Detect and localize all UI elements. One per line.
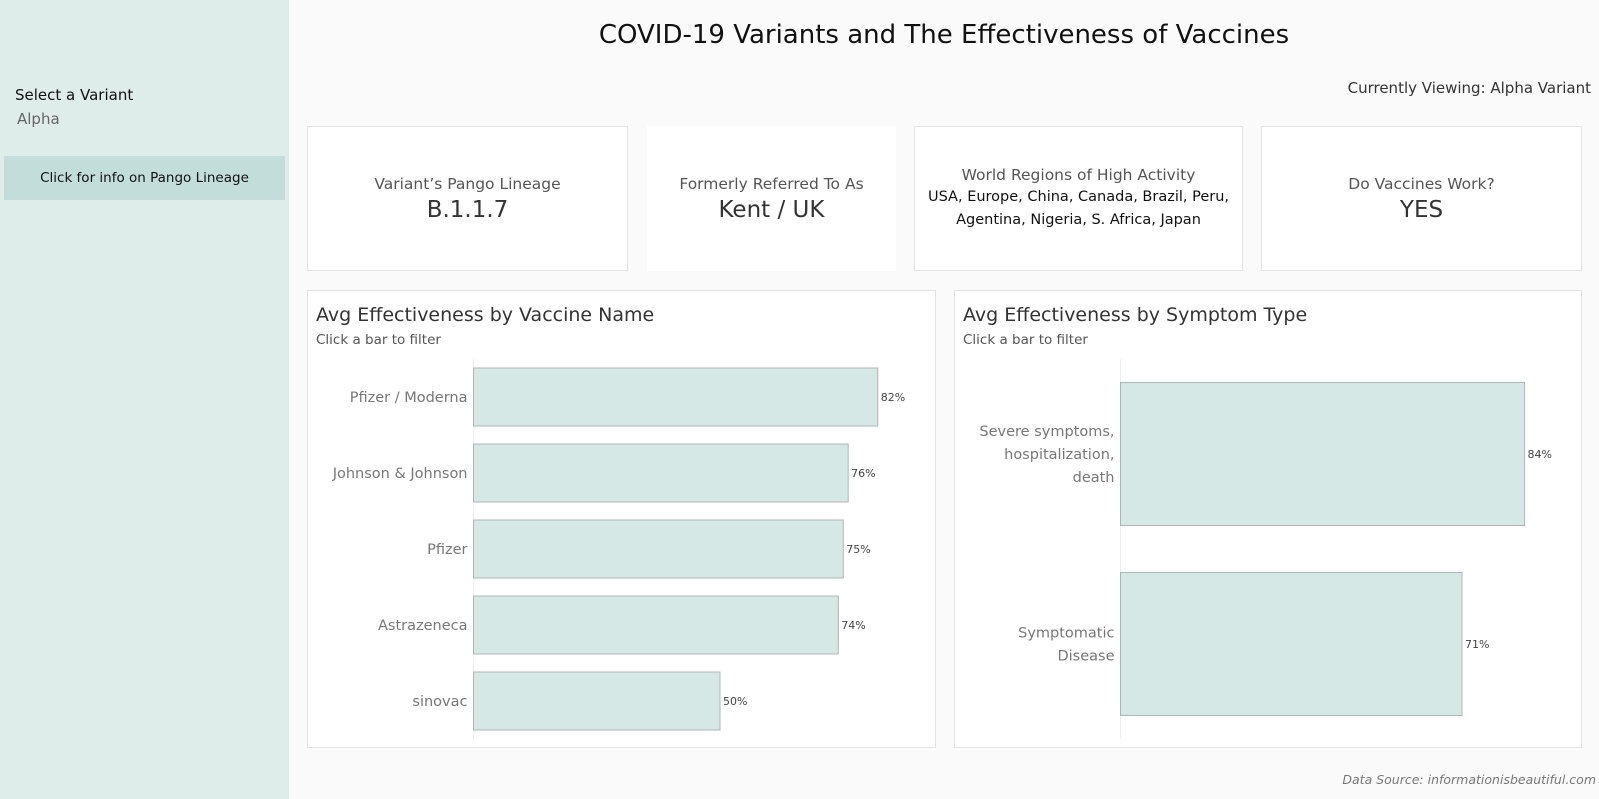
- category-label: Pfizer / Moderna: [350, 390, 468, 406]
- category-label: sinovac: [412, 694, 467, 710]
- kpi-regions-line: Agentina, Nigeria, S. Africa, Japan: [956, 211, 1201, 228]
- variant-filter-select[interactable]: Alpha: [17, 110, 60, 128]
- bar[interactable]: [1120, 382, 1526, 526]
- symptom-chart-panel: Avg Effectiveness by Symptom Type Click …: [954, 290, 1582, 748]
- value-label: 50%: [723, 695, 747, 708]
- chart-subtitle: Click a bar to filter: [963, 332, 1088, 348]
- kpi-label: World Regions of High Activity: [961, 165, 1196, 184]
- vaccine-chart-panel: Avg Effectiveness by Vaccine Name Click …: [307, 290, 936, 748]
- category-label: death: [1073, 470, 1115, 486]
- kpi-label: Do Vaccines Work?: [1348, 174, 1495, 193]
- kpi-value: YES: [1399, 196, 1444, 223]
- category-label: Symptomatic: [1018, 626, 1114, 642]
- variant-filter-label: Select a Variant: [15, 86, 134, 104]
- category-label: hospitalization,: [1004, 447, 1114, 463]
- chart-title: Avg Effectiveness by Vaccine Name: [316, 304, 655, 326]
- value-label: 76%: [851, 467, 875, 480]
- value-label: 75%: [846, 543, 870, 556]
- kpi-card-world-regions: World Regions of High Activity USA, Euro…: [914, 126, 1243, 271]
- currently-viewing-label: Currently Viewing: Alpha Variant: [1347, 79, 1591, 97]
- bar[interactable]: [1120, 572, 1463, 716]
- bar[interactable]: [473, 443, 849, 503]
- chart-subtitle: Click a bar to filter: [316, 332, 441, 348]
- value-label: 71%: [1465, 638, 1489, 651]
- bar[interactable]: [473, 519, 844, 579]
- kpi-card-vaccines-work: Do Vaccines Work? YES: [1261, 126, 1582, 271]
- kpi-label: Formerly Referred To As: [679, 174, 864, 193]
- bar[interactable]: [473, 671, 721, 731]
- symptom-bar-chart: 84% Severe symptoms, hospitalization, death…: [979, 359, 1552, 739]
- bar[interactable]: [473, 367, 879, 427]
- kpi-regions-line: USA, Europe, China, Canada, Brazil, Peru…: [927, 188, 1230, 205]
- vaccine-bar-chart: 82% Pfizer / Moderna 76% Johnson & Johnson 7…: [332, 359, 905, 739]
- page-title: COVID-19 Variants and The Effectiveness …: [598, 20, 1290, 50]
- sidebar: Select a Variant Alpha Click for info on…: [0, 0, 289, 799]
- kpi-card-pango-lineage: Variant’s Pango Lineage B.1.1.7: [307, 126, 628, 271]
- pango-lineage-info-button[interactable]: Click for info on Pango Lineage: [4, 156, 285, 200]
- kpi-value: Kent / UK: [718, 196, 825, 223]
- category-label: Disease: [1057, 649, 1114, 665]
- kpi-label: Variant’s Pango Lineage: [374, 174, 561, 193]
- category-label: Severe symptoms,: [979, 424, 1114, 440]
- category-label: Pfizer: [427, 542, 467, 558]
- kpi-card-former-name: Formerly Referred To As Kent / UK: [647, 126, 896, 271]
- value-label: 84%: [1528, 448, 1552, 461]
- data-source-note: Data Source: informationisbeautiful.com: [1342, 772, 1596, 787]
- category-label: Johnson & Johnson: [332, 466, 468, 482]
- category-label: Astrazeneca: [378, 618, 468, 634]
- chart-title: Avg Effectiveness by Symptom Type: [963, 304, 1308, 326]
- bar[interactable]: [473, 595, 839, 655]
- value-label: 82%: [881, 391, 905, 404]
- kpi-value: B.1.1.7: [426, 196, 509, 223]
- value-label: 74%: [841, 619, 865, 632]
